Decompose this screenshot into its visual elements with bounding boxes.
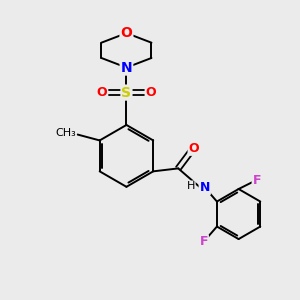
Text: CH₃: CH₃ (56, 128, 76, 138)
Text: O: O (121, 26, 132, 40)
Text: S: S (122, 85, 131, 100)
Text: H: H (187, 181, 195, 191)
Text: F: F (200, 236, 208, 248)
Text: F: F (253, 174, 261, 187)
Text: N: N (121, 61, 132, 75)
Text: N: N (200, 181, 210, 194)
Text: O: O (188, 142, 199, 155)
Text: O: O (97, 86, 107, 99)
Text: O: O (146, 86, 156, 99)
